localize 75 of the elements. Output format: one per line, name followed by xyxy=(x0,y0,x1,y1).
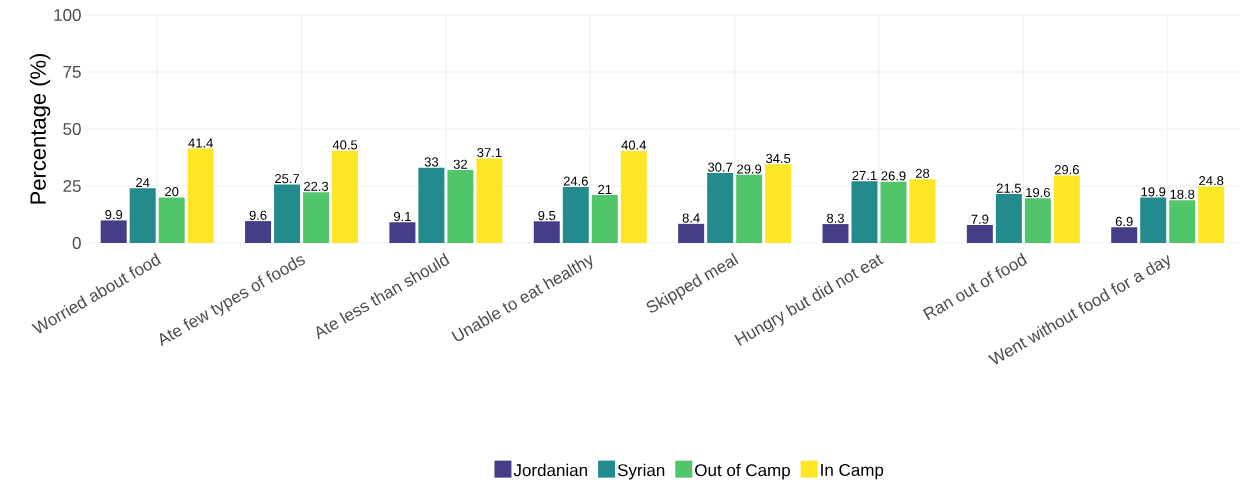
bar xyxy=(909,179,936,243)
bar xyxy=(620,150,647,243)
data-label: 20 xyxy=(165,186,179,197)
bar xyxy=(822,224,849,243)
bar xyxy=(765,164,792,243)
legend-label: Out of Camp xyxy=(695,463,790,480)
bar xyxy=(1169,200,1196,243)
data-label: 21.5 xyxy=(996,183,1021,193)
data-label: 40.4 xyxy=(621,140,647,150)
data-label: 28 xyxy=(915,168,930,178)
data-label: 9.1 xyxy=(393,211,411,222)
data-label: 30.7 xyxy=(707,162,733,172)
data-label: 26.9 xyxy=(881,171,906,181)
bar xyxy=(418,167,445,243)
bar xyxy=(851,181,878,243)
bar xyxy=(562,186,589,243)
bar xyxy=(736,174,763,243)
bar xyxy=(678,223,705,243)
bar xyxy=(1024,198,1051,243)
data-label: 41.4 xyxy=(188,138,213,148)
data-label: 32 xyxy=(453,159,467,169)
data-label: 18.8 xyxy=(1170,189,1195,199)
bar xyxy=(880,181,907,243)
bar xyxy=(1140,197,1167,243)
data-label: 34.5 xyxy=(765,153,791,164)
data-label: 29.6 xyxy=(1054,165,1079,175)
bar xyxy=(1111,227,1138,243)
y-tick-label: 0 xyxy=(72,236,81,250)
data-label: 19.9 xyxy=(1141,187,1166,197)
x-tick-label: Ran out of food xyxy=(922,252,1028,321)
bar xyxy=(707,173,734,243)
legend-label: Syrian xyxy=(617,463,665,480)
y-tick-label: 100 xyxy=(54,8,81,22)
bar xyxy=(447,170,474,243)
y-tick-label: 50 xyxy=(63,122,81,136)
data-label: 19.6 xyxy=(1026,187,1050,198)
bar xyxy=(1198,186,1225,243)
bar xyxy=(187,148,214,243)
data-label: 22.3 xyxy=(304,181,329,191)
bar xyxy=(245,221,272,243)
y-tick-label: 75 xyxy=(63,66,81,78)
data-label: 24.8 xyxy=(1199,176,1224,186)
data-label: 27.1 xyxy=(852,170,877,180)
data-label: 9.9 xyxy=(105,210,123,220)
data-label: 9.6 xyxy=(249,210,267,220)
data-label: 29.9 xyxy=(737,164,762,174)
bar xyxy=(1053,175,1080,243)
bar xyxy=(332,150,359,243)
legend-label: In Camp xyxy=(821,463,884,480)
data-label: 7.9 xyxy=(971,214,989,224)
y-axis-title: Percentage (%) xyxy=(29,53,51,204)
data-label: 40.5 xyxy=(332,140,358,150)
bar xyxy=(129,188,156,243)
data-label: 8.3 xyxy=(827,213,844,223)
data-label: 24.6 xyxy=(563,176,588,186)
bar xyxy=(100,220,127,243)
data-label: 37.1 xyxy=(477,148,502,158)
data-label: 9.5 xyxy=(538,210,556,221)
legend-label: Jordanian xyxy=(513,463,587,477)
bar xyxy=(591,195,618,243)
data-label: 21 xyxy=(598,184,612,194)
data-label: 33 xyxy=(424,157,439,167)
bar xyxy=(476,158,503,243)
data-label: 25.7 xyxy=(275,173,300,184)
bar xyxy=(158,197,185,243)
bar xyxy=(274,184,301,243)
bar xyxy=(303,192,330,243)
data-label: 8.4 xyxy=(682,213,700,223)
bar xyxy=(533,221,560,243)
bar xyxy=(995,193,1022,243)
bar xyxy=(966,224,993,243)
data-label: 6.9 xyxy=(1115,216,1133,227)
bar xyxy=(389,222,416,243)
y-tick-label: 25 xyxy=(63,179,81,193)
data-label: 24 xyxy=(136,177,150,188)
